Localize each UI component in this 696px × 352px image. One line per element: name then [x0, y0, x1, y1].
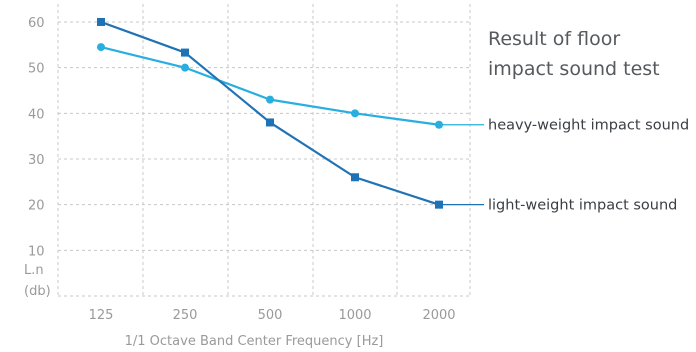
x-tick-label: 250: [173, 308, 198, 323]
data-point-heavy-weight: [351, 109, 359, 118]
x-tick-label: 125: [89, 308, 114, 323]
grid: [57, 4, 471, 297]
legend-label-light-weight: light-weight impact sound: [488, 198, 677, 214]
y-tick-label: 40: [28, 107, 45, 122]
legend: heavy-weight impact sound light-weight im…: [439, 118, 689, 214]
x-tick-label: 2000: [422, 308, 455, 323]
y-axis-label-line-2: (db): [24, 284, 51, 299]
data-point-light-weight: [266, 118, 274, 127]
y-tick-label: 20: [28, 199, 45, 214]
y-tick-label: 30: [28, 153, 45, 168]
data-point-heavy-weight: [97, 43, 105, 52]
data-point-light-weight: [97, 17, 105, 26]
data-point-heavy-weight: [266, 95, 274, 104]
x-axis-label: 1/1 Octave Band Center Frequency [Hz]: [125, 334, 384, 349]
y-tick-label: 60: [28, 16, 45, 31]
legend-label-heavy-weight: heavy-weight impact sound: [488, 118, 689, 134]
y-axis-label-line-1: L.n: [24, 263, 44, 278]
y-tick-labels: 10 20 30 40 50 60: [28, 16, 45, 259]
y-tick-label: 50: [28, 62, 45, 77]
y-tick-label: 10: [28, 244, 45, 259]
chart-title-line-2: impact sound test: [488, 58, 660, 80]
x-tick-labels: 125 250 500 1000 2000: [89, 308, 456, 323]
x-tick-label: 500: [258, 308, 283, 323]
chart-title-line-1: Result of floor: [488, 28, 620, 50]
data-point-light-weight: [351, 173, 359, 182]
data-point-heavy-weight: [181, 63, 189, 72]
data-point-light-weight: [181, 48, 189, 57]
x-tick-label: 1000: [338, 308, 371, 323]
